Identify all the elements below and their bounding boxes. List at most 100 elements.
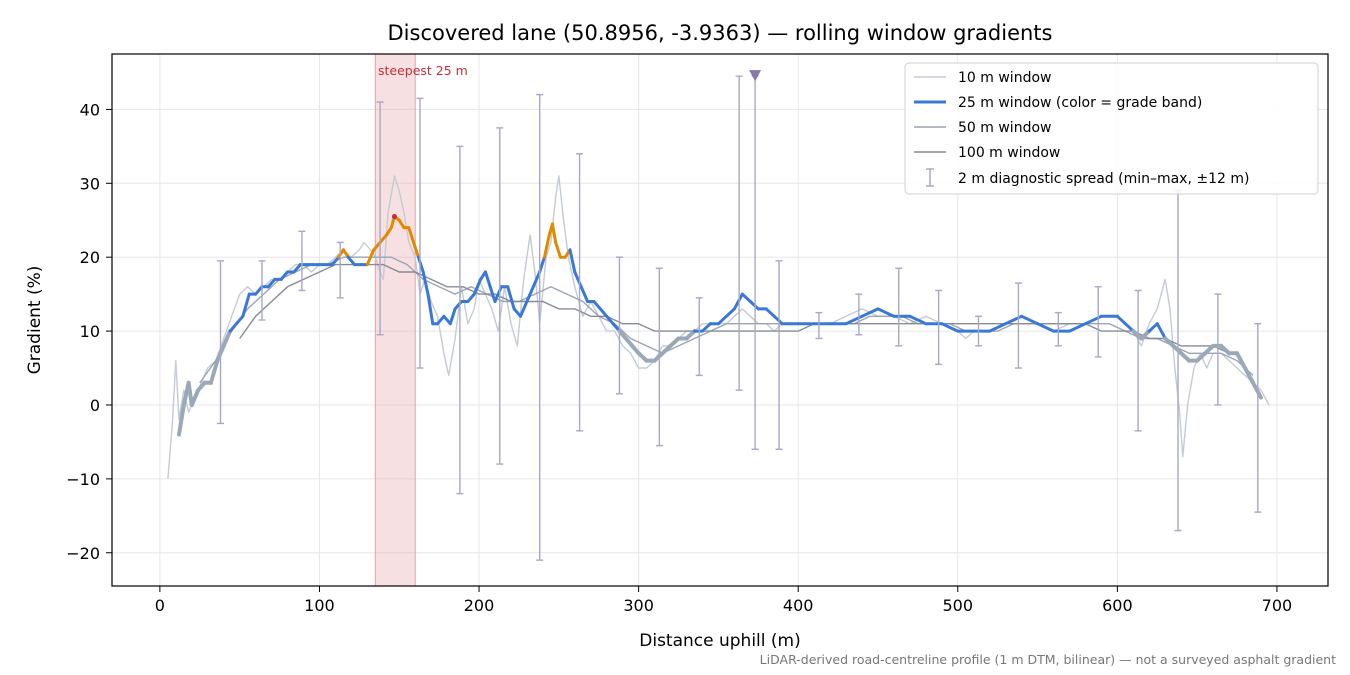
series-25m-segment [279,270,290,281]
legend: 10 m window 25 m window (color = grade b… [904,62,1319,195]
series-25m-segment [598,307,609,318]
steepest-segment-label: steepest 25 m [378,63,468,78]
series-25m-segment [876,307,896,318]
series-25m-segment [988,322,1008,333]
y-tick-label: 0 [90,396,100,415]
series-25m-segment [378,233,388,244]
legend-label-10m: 10 m window [958,70,1051,86]
series-25m-segment [448,307,457,326]
series-25m-segment [330,255,341,267]
series-25m-segment [189,388,201,407]
series-25m-segment [365,248,376,267]
legend-swatch-errorbar [926,168,934,187]
series-25m-segment [472,277,483,296]
y-tick-label: −10 [66,470,100,489]
series-25m-segment [772,314,784,326]
diagnostic-spread-errorbars [217,75,1262,561]
series-25m-segment [592,300,602,311]
x-axis-label: Distance uphill (m) [639,631,800,651]
series-25m-segment [860,307,880,318]
series-25m-segment [1250,380,1263,400]
series-25m-segment [1139,329,1152,341]
series-25m-segment [228,322,238,333]
x-tick-label: 400 [783,596,814,615]
x-tick-label: 500 [943,596,974,615]
series-25m-segment [568,248,577,274]
y-tick-label: −20 [66,544,100,563]
series-25m-segment [407,226,416,244]
legend-label-100m: 100 m window [958,145,1060,161]
series-25m-segment [1115,314,1127,326]
series-25m-segment [372,240,382,252]
peak-marker-triangle [749,70,762,82]
series-25m-segment [254,285,264,296]
steepest-segment-highlight [374,54,416,586]
series-25m-segment [605,314,615,326]
series-25m-segment [716,314,728,326]
series-25m-segment [684,329,697,341]
series-25m-segment [1067,322,1087,333]
steepest-peak-point [391,214,397,220]
series-25m-segment [1020,314,1040,326]
series-25m-segment [940,322,960,333]
series-25m-segment [346,255,357,267]
series-25m-segment [436,314,446,326]
series-lines [167,175,1270,479]
series-25m-segment [700,322,712,333]
series-25m-segment [421,270,430,296]
series-25m-segment [542,233,551,259]
series-25m-segment [466,292,476,304]
series-25m-segment [506,285,516,311]
series-25m-segment [1243,366,1255,385]
y-axis-label: Gradient (%) [25,266,45,375]
series-25m-segment [531,270,542,289]
x-tick-label: 200 [464,596,495,615]
x-tick-label: 0 [155,596,165,615]
series-25m-segment [519,300,529,318]
x-tick-label: 700 [1262,596,1293,615]
series-25m-segment [234,314,245,326]
legend-label-50m: 50 m window [958,120,1051,136]
series-25m-segment [1036,322,1056,333]
series-25m-segment [208,358,220,385]
legend-label-25m: 25 m window (color = grade band) [958,95,1202,111]
series-25m-segment [538,255,546,274]
series-25m-segment [748,300,760,311]
series-25m-segment [554,240,562,259]
series-25m-segment [550,222,558,244]
series-25m-segment [483,270,492,289]
series-25m-segment [740,292,752,304]
steepest-band [375,54,416,586]
peak-marker-layer [749,70,762,82]
plot-frame [111,53,1329,587]
y-tick-label: 30 [80,174,100,193]
legend-box [904,62,1319,195]
series-25m-segment [241,292,251,318]
series-25m-segment [488,285,497,304]
chart-title: Discovered lane (50.8956, -3.9363) — rol… [388,21,1053,45]
series-line-100m [239,263,1230,354]
plot-area [111,53,1329,587]
x-tick-label: 100 [304,596,335,615]
series-25m-segment [221,329,233,348]
footnote: LiDAR-derived road-centreline profile (1… [760,652,1336,667]
series-25m-segment [1235,351,1248,371]
x-tick-label: 600 [1102,596,1133,615]
series-25m-segment [1155,322,1167,340]
series-25m-segment [292,263,302,274]
legend-label-spread: 2 m diagnostic spread (min–max, ±12 m) [958,171,1249,187]
series-25m-segment [579,285,590,304]
y-tick-label: 10 [80,322,100,341]
series-25m-segment [266,277,277,289]
series-25m-segment [525,285,535,304]
series-25m-segment [732,292,744,311]
series-25m-segment [908,314,928,326]
y-tick-label: 20 [80,248,100,267]
series-25m-segment [764,307,776,318]
x-tick-label: 300 [623,596,654,615]
series-25m-segment [416,255,425,274]
y-tick-label: 40 [80,100,100,119]
axis-ticks: 0 100 200 300 400 500 600 700 −20 −10 0 10 20 30 40 [66,100,1292,615]
series-25m-segment [426,292,435,326]
series-25m-segment [724,307,736,318]
